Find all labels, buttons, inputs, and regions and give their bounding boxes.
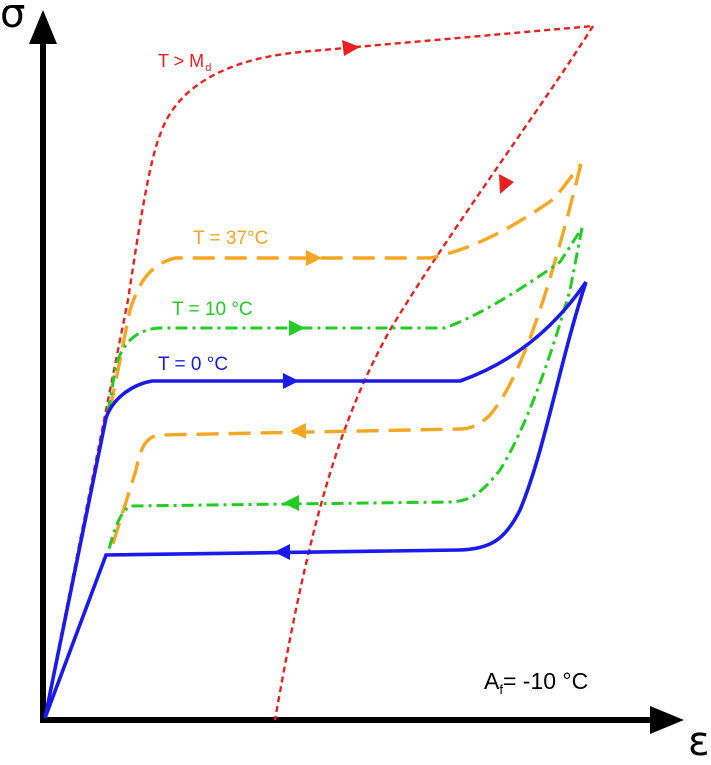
green-lower-path bbox=[106, 227, 584, 554]
red-unloading-path bbox=[273, 25, 595, 721]
red-arrow-loading bbox=[342, 40, 360, 56]
orange-arrow-left bbox=[290, 423, 306, 439]
label-red-main: T > M bbox=[158, 51, 205, 71]
x-axis-arrowhead bbox=[650, 706, 684, 734]
curve-green bbox=[106, 227, 584, 554]
curve-blue bbox=[43, 280, 588, 719]
af-main: A bbox=[484, 668, 500, 694]
label-green-curve: T = 10 °C bbox=[172, 299, 253, 320]
af-annotation: Af= -10 °C bbox=[484, 668, 589, 697]
blue-arrow-right bbox=[283, 373, 299, 389]
label-red-sub: d bbox=[205, 62, 212, 74]
af-value: = -10 °C bbox=[502, 668, 589, 694]
af-sub: f bbox=[499, 682, 503, 697]
label-red-curve: T > Md bbox=[158, 51, 211, 74]
curve-orange bbox=[108, 162, 583, 554]
stress-axis-symbol: σ bbox=[0, 0, 26, 37]
blue-unloading-path bbox=[43, 281, 588, 719]
red-arrow-unloading bbox=[499, 174, 514, 194]
orange-upper-path bbox=[108, 162, 583, 411]
green-arrow-left bbox=[283, 495, 299, 511]
red-loading-path bbox=[43, 24, 594, 717]
strain-axis-symbol: ε bbox=[688, 719, 710, 765]
y-axis-arrowhead bbox=[29, 10, 57, 44]
label-orange-curve: T = 37°C bbox=[193, 228, 269, 249]
green-arrow-right bbox=[289, 320, 305, 336]
green-upper-path bbox=[106, 227, 584, 413]
blue-arrow-left bbox=[274, 544, 290, 560]
axes bbox=[29, 10, 684, 734]
orange-arrow-right bbox=[306, 250, 322, 266]
label-blue-curve: T = 0 °C bbox=[158, 354, 229, 375]
blue-loading-path bbox=[43, 280, 588, 719]
curve-red bbox=[43, 24, 595, 721]
orange-lower-path bbox=[108, 163, 583, 554]
